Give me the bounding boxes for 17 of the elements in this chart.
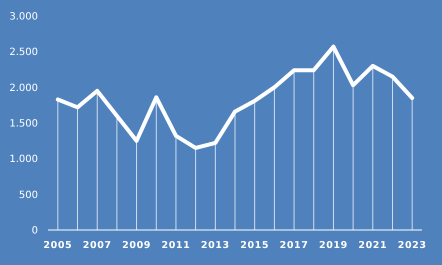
y-tick-label: 2.500	[9, 47, 38, 58]
x-tick-label: 2011	[162, 240, 190, 251]
x-tick-label: 2019	[319, 240, 348, 251]
y-tick-label: 0	[32, 226, 38, 236]
x-tick-label: 2007	[82, 240, 112, 251]
x-tick-label: 2021	[358, 240, 388, 251]
x-tick-label: 2009	[122, 240, 151, 251]
y-tick-label: 3.000	[9, 12, 38, 22]
y-tick-label: 500	[18, 190, 38, 201]
x-tick-label: 2017	[280, 240, 308, 251]
x-tick-label: 2015	[240, 240, 270, 251]
x-tick-label: 2005	[43, 240, 72, 251]
y-tick-label: 2.000	[9, 82, 38, 94]
y-tick-label: 1.000	[9, 154, 38, 166]
x-tick-label: 2023	[398, 240, 427, 251]
x-tick-label: 2013	[200, 240, 230, 251]
y-tick-label: 1.500	[9, 118, 38, 130]
